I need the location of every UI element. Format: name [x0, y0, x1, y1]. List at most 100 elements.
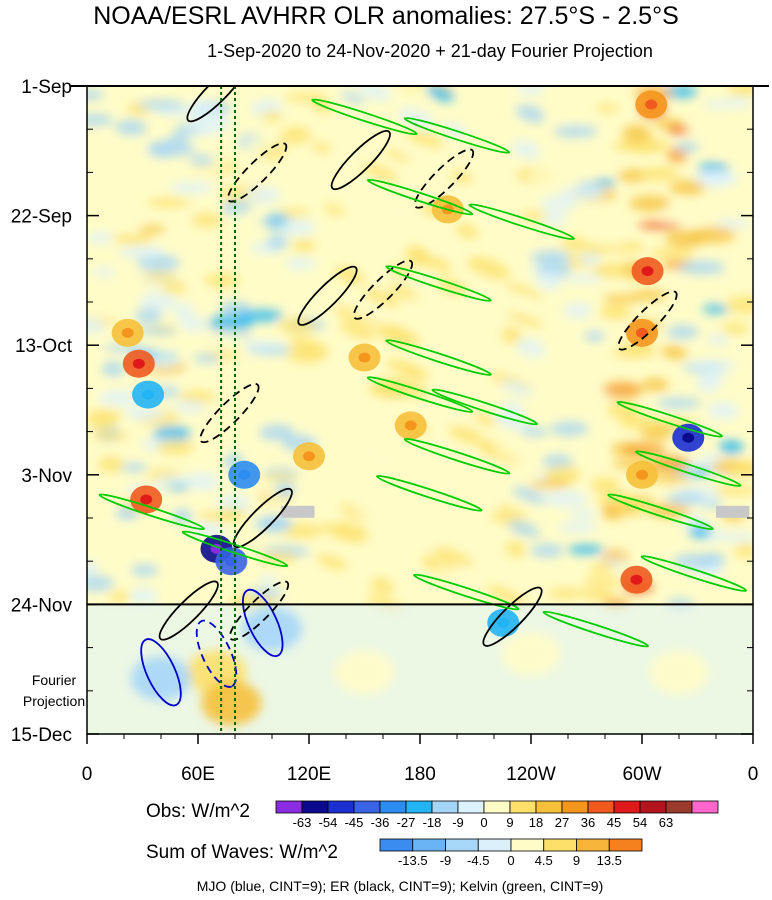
obs-colorbar-swatch — [483, 800, 511, 814]
er-contour — [228, 580, 290, 641]
obs-patch — [734, 542, 753, 558]
obs-patch — [154, 474, 190, 486]
obs-patch — [189, 99, 218, 117]
obs-patch — [460, 545, 501, 567]
obs-patch — [464, 86, 505, 103]
obs-patch — [360, 227, 391, 245]
obs-patch — [118, 245, 166, 259]
mjo-contour — [242, 588, 284, 657]
kelvin-contour — [413, 573, 520, 611]
obs-patch — [729, 414, 753, 430]
obs-patch — [558, 522, 598, 533]
obs-patch — [278, 318, 317, 334]
obs-patch — [542, 454, 573, 470]
obs-patch — [115, 119, 147, 136]
obs-patch — [87, 113, 114, 127]
y-tick-label: 1-Sep — [21, 77, 72, 98]
obs-patch — [656, 397, 702, 409]
waves-colorbar-swatch — [608, 838, 643, 852]
obs-anomaly-core — [303, 451, 315, 462]
y-tick-label: 13-Oct — [15, 336, 73, 357]
obs-patch — [629, 195, 672, 212]
x-tick-label: 60W — [622, 764, 661, 785]
obs-patch — [669, 179, 706, 196]
obs-patch — [501, 379, 533, 397]
wave-legend-footnote: MJO (blue, CINT=9); ER (black, CINT=9); … — [196, 878, 604, 894]
obs-colorbar-level-label: 63 — [659, 815, 673, 830]
obs-patch — [482, 457, 505, 468]
obs-patch — [563, 302, 593, 319]
obs-patch — [714, 485, 753, 496]
obs-patch — [258, 575, 279, 586]
obs-patch — [354, 86, 393, 101]
obs-patch — [550, 421, 589, 437]
obs-patch — [721, 322, 749, 335]
obs-patch — [385, 358, 424, 377]
obs-patch — [184, 472, 221, 491]
obs-patch — [334, 306, 378, 327]
obs-patch — [501, 401, 525, 417]
waves-colorbar-swatch — [510, 838, 545, 852]
kelvin-contour — [616, 400, 723, 438]
obs-patch — [370, 577, 394, 595]
obs-colorbar-level-label: 54 — [633, 815, 647, 830]
obs-patch — [98, 389, 142, 407]
obs-patch — [681, 117, 727, 136]
obs-patch — [191, 212, 223, 228]
obs-patch — [282, 586, 328, 599]
obs-patch — [185, 126, 227, 135]
obs-patch — [137, 99, 185, 110]
kelvin-contour — [385, 265, 492, 302]
axes: 0 60E 120E 180 120W 60W 0 1-Sep 22-Sep 13-Oct 3-No… — [11, 77, 769, 785]
waves-colorbar-swatch — [445, 838, 479, 852]
obs-patch — [530, 250, 572, 265]
obs-patch — [602, 294, 641, 303]
x-tick-label: 120E — [287, 764, 331, 785]
obs-colorbar-swatch — [509, 800, 537, 814]
obs-patch — [565, 274, 605, 283]
mjo-contour — [140, 638, 182, 707]
obs-patch — [112, 233, 154, 245]
obs-colorbar-swatch — [691, 800, 719, 814]
obs-patch — [667, 125, 690, 135]
obs-patch — [451, 188, 482, 205]
plot-area — [87, 86, 753, 734]
er-contour — [617, 290, 678, 351]
obs-patch — [110, 221, 148, 234]
obs-patch — [542, 490, 588, 507]
obs-patch — [512, 140, 540, 159]
obs-patch — [176, 494, 221, 507]
obs-patch — [389, 92, 409, 108]
obs-patch — [242, 340, 282, 350]
obs-patch — [302, 422, 346, 442]
obs-patch — [622, 124, 652, 143]
obs-texture — [87, 86, 753, 612]
obs-anomaly-core — [497, 617, 510, 628]
obs-patch — [453, 341, 494, 359]
obs-patch — [505, 283, 544, 300]
obs-colorbar-level-label: -18 — [423, 815, 442, 830]
obs-patch — [547, 587, 586, 599]
obs-patch — [236, 352, 276, 368]
obs-patch — [134, 308, 163, 324]
y-tick-label: 15-Dec — [11, 725, 72, 746]
obs-patch — [364, 289, 401, 307]
obs-patch — [472, 412, 498, 426]
obs-patch — [729, 460, 753, 477]
obs-colorbar-level-label: 0 — [480, 815, 487, 830]
obs-patch — [478, 445, 522, 464]
kelvin-contour — [640, 555, 748, 592]
obs-colorbar-swatch — [457, 800, 485, 814]
x-tick-label: 0 — [82, 764, 93, 785]
obs-patch — [640, 425, 672, 441]
obs-patch — [285, 257, 316, 270]
obs-patch — [138, 225, 166, 234]
obs-patch — [594, 178, 617, 187]
obs-colorbar-level-label: -45 — [345, 815, 364, 830]
obs-colorbar-swatch — [327, 800, 355, 814]
obs-patch — [584, 330, 606, 342]
kelvin-contour — [635, 450, 742, 487]
obs-patch — [185, 287, 207, 298]
obs-patch — [157, 440, 195, 455]
